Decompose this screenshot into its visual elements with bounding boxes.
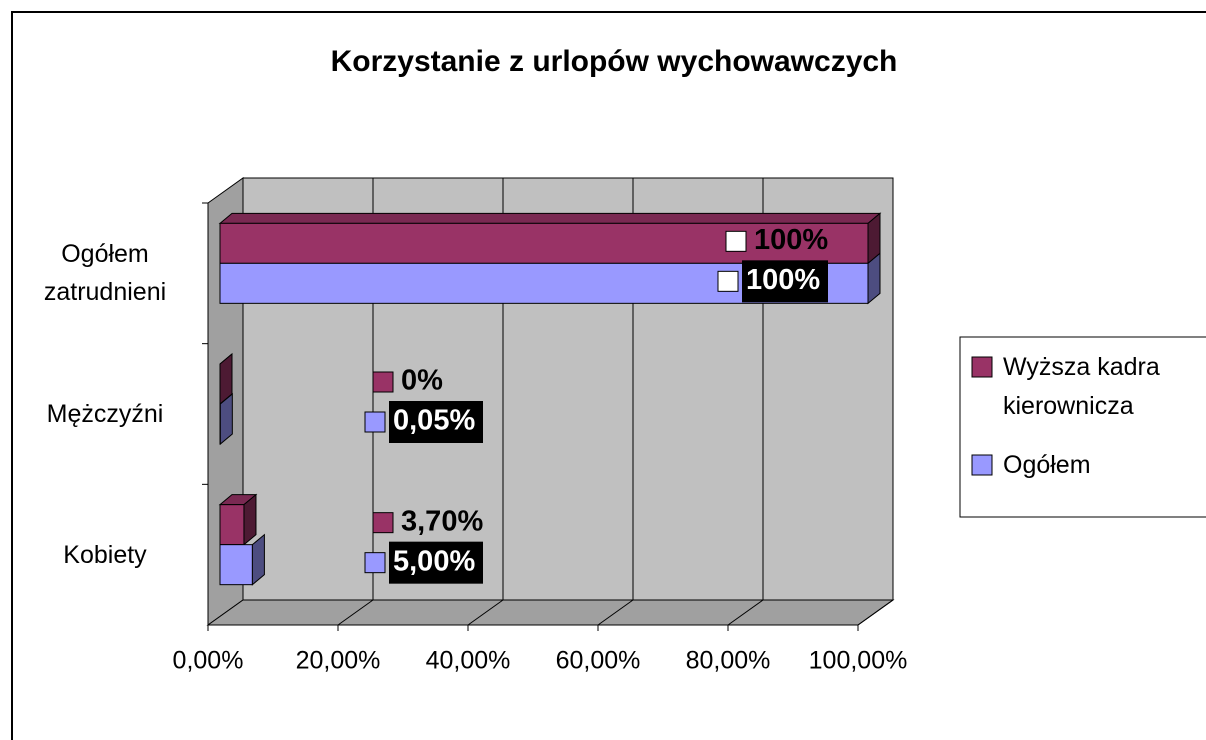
grid-line — [337, 599, 374, 626]
legend-swatch — [971, 454, 993, 476]
x-tick-label: 40,00% — [426, 647, 511, 675]
bar — [219, 352, 233, 406]
y-tick-label: Mężczyźni — [46, 400, 164, 428]
bar-front — [219, 544, 253, 586]
value-label-bg — [389, 401, 483, 443]
grid-line — [727, 599, 764, 626]
bar-side — [867, 252, 881, 305]
x-tick-label: 100,00% — [809, 647, 908, 675]
grid-line — [597, 599, 634, 626]
value-label-key — [372, 371, 394, 393]
bar — [219, 392, 233, 446]
bar — [219, 533, 265, 586]
x-tick-label: 0,00% — [173, 647, 244, 675]
value-label: 3,70% — [401, 505, 483, 537]
y-tick-label: Ogółem zatrudnieni — [43, 240, 167, 307]
bar-front — [219, 504, 245, 546]
grid-line — [467, 599, 504, 626]
bar-side — [251, 533, 265, 586]
legend-label: Ogółem — [1003, 451, 1091, 479]
x-tick-label: 60,00% — [556, 647, 641, 675]
value-label: 100% — [754, 224, 828, 256]
bar-top — [218, 212, 882, 224]
value-label-key — [364, 552, 386, 574]
value-label: 100% — [746, 264, 820, 296]
value-label: 5,00% — [393, 545, 475, 577]
chart-title: Korzystanie z urlopów wychowawczych — [331, 45, 898, 78]
y-tick-label: Kobiety — [63, 540, 147, 569]
bar — [218, 212, 882, 265]
floor — [206, 599, 895, 626]
value-label-key — [372, 512, 394, 534]
legend-box — [959, 336, 1206, 518]
bar-front — [219, 222, 869, 264]
grid-line — [857, 599, 894, 626]
value-label-key — [364, 411, 386, 433]
value-label-bg — [389, 541, 483, 584]
bar-side — [243, 493, 257, 546]
legend-swatch — [971, 356, 993, 378]
legend-label: Wyższa kadra kierownicza — [1003, 353, 1160, 420]
x-tick-label: 20,00% — [296, 647, 381, 675]
bar-side — [219, 392, 233, 446]
value-label-bg — [742, 260, 828, 303]
value-label-key — [717, 270, 739, 292]
x-tick-label: 80,00% — [686, 647, 771, 675]
value-label: 0,05% — [393, 405, 475, 437]
value-label: 0% — [401, 365, 443, 397]
bar — [218, 493, 258, 546]
value-label-key — [725, 230, 747, 252]
